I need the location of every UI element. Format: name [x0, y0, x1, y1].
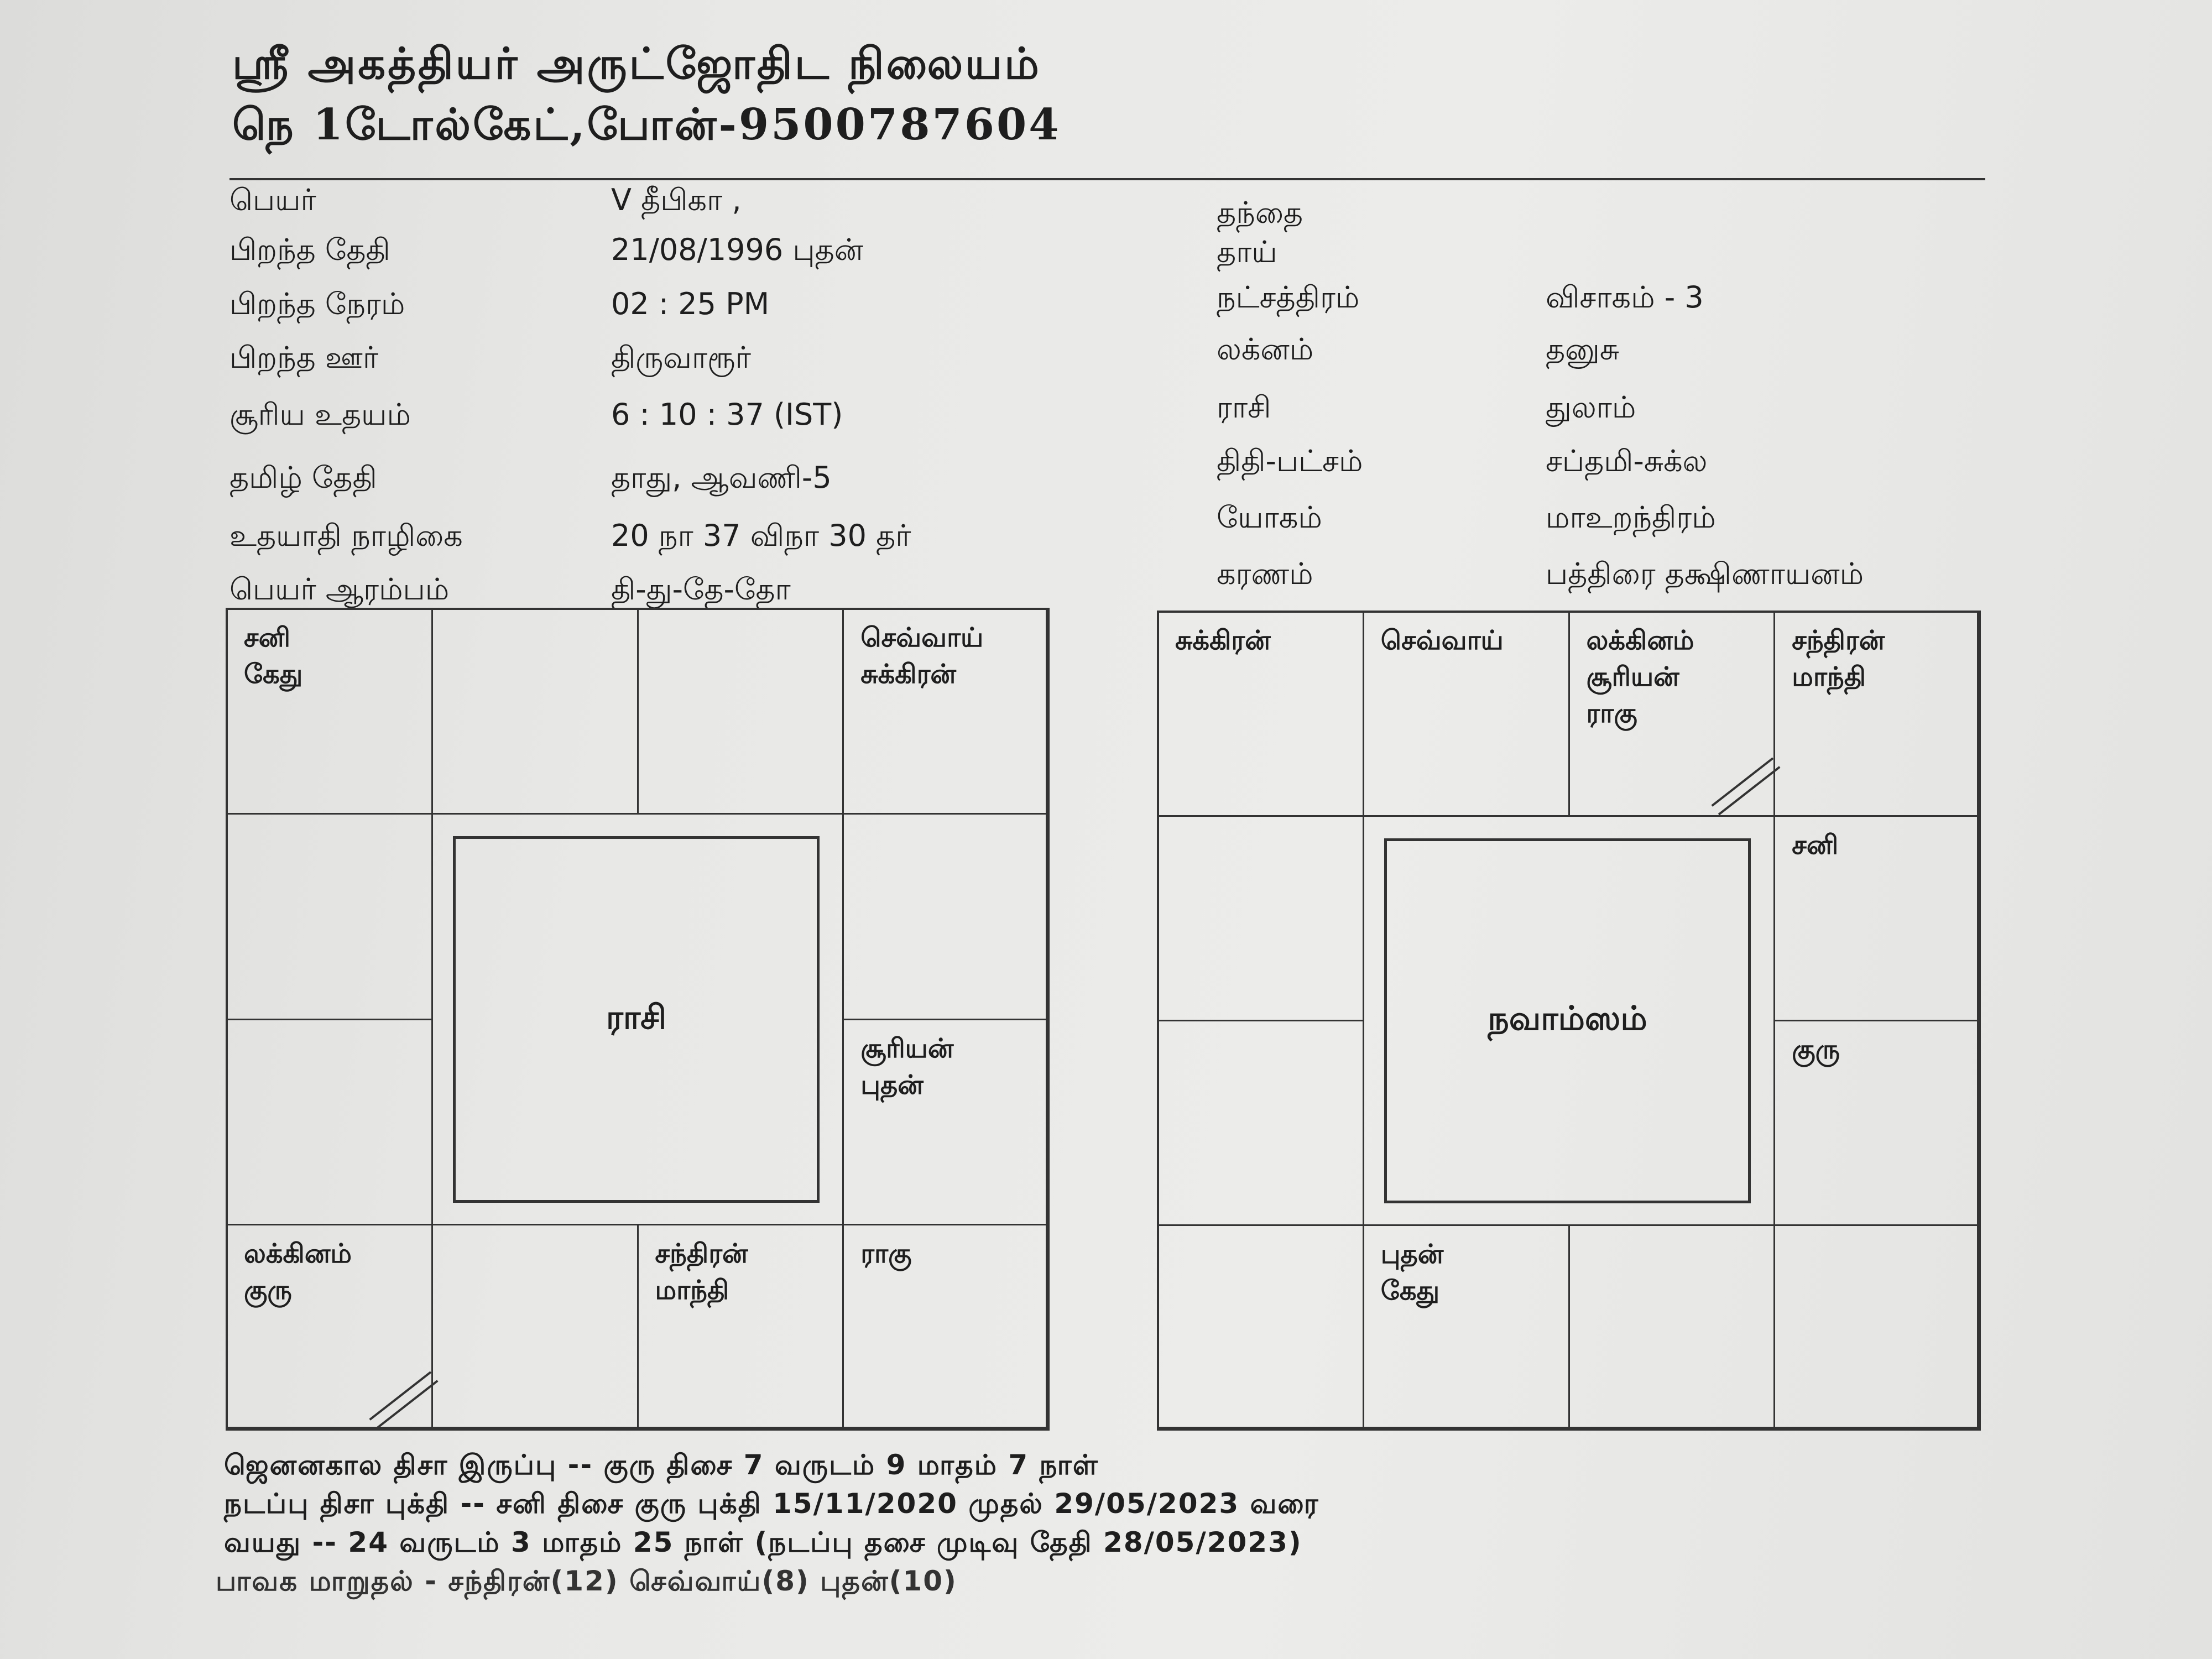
detail-value: தனுசு [1546, 332, 1620, 367]
detail-value: 6 : 10 : 37 (IST) [611, 397, 843, 432]
planet-label: ராகு [1586, 698, 1637, 729]
planet-label: செவ்வாய் [860, 622, 984, 653]
planet-label: லக்கினம் [1586, 625, 1694, 656]
footer-line-bhava: பாவக மாறுதல் - சந்திரன்(12) செவ்வாய்(8) … [216, 1565, 957, 1597]
detail-label: லக்னம் [1217, 332, 1314, 367]
detail-value: பத்திரை தக்ஷிணாயனம் [1546, 556, 1864, 591]
chart-house: லக்கினம் சூரியன் ராகு [1568, 611, 1781, 817]
detail-label: பிறந்த ஊர் [229, 340, 379, 375]
detail-label: பெயர் ஆரம்பம் [229, 572, 450, 607]
chart-house [1157, 1224, 1364, 1431]
navamsa-chart: சுக்கிரன் செவ்வாய் லக்கினம் சூரியன் ராகு சந்த… [1157, 611, 1981, 1431]
lagna-marker-icon [1711, 757, 1781, 816]
planet-label: மாந்தி [1792, 661, 1866, 692]
chart-house: சந்திரன் மாந்தி [1773, 611, 1981, 817]
chart-house [1773, 1224, 1981, 1431]
planet-label: லக்கினம் [244, 1238, 352, 1269]
detail-label: பெயர் [229, 182, 316, 217]
detail-label: சூரிய உதயம் [229, 397, 411, 432]
planet-label: கேது [244, 659, 303, 690]
chart-house: சனி கேது [226, 608, 433, 815]
chart-title: நவாம்ஸம் [1384, 838, 1751, 1203]
chart-house: லக்கினம் குரு [226, 1223, 439, 1431]
chart-house [1568, 1224, 1776, 1431]
detail-label: கரணம் [1217, 556, 1313, 591]
rasi-chart: சனி கேது செவ்வாய் சுக்கிரன் சூரியன் புதன் ராகு… [226, 608, 1050, 1431]
detail-label: உதயாதி நாழிகை [229, 518, 463, 553]
chart-house: சூரியன் புதன் [842, 1018, 1050, 1225]
chart-house [431, 1223, 639, 1431]
detail-label: பிறந்த தேதி [229, 232, 390, 267]
chart-house: சனி [1773, 815, 1981, 1021]
detail-value: சப்தமி-சுக்ல [1546, 444, 1708, 478]
chart-house: சந்திரன் மாந்தி [637, 1223, 844, 1431]
lagna-marker-icon [369, 1371, 439, 1430]
header-title: ஸ்ரீ அகத்தியர் அருட்ஜோதிட நிலையம் [232, 39, 1041, 89]
footer-line-age: வயது -- 24 வருடம் 3 மாதம் 25 நாள் (நடப்ப… [224, 1526, 1302, 1558]
detail-value: V தீபிகா , [611, 182, 742, 217]
detail-label: ராசி [1217, 390, 1271, 425]
planet-label: சனி [244, 622, 290, 653]
detail-value: 02 : 25 PM [611, 286, 770, 321]
chart-house: சுக்கிரன் [1157, 611, 1364, 817]
planet-label: சுக்கிரன் [860, 659, 956, 690]
detail-label: தாய் [1217, 234, 1277, 269]
planet-label: கேது [1380, 1275, 1440, 1306]
chart-house: செவ்வாய் [1362, 611, 1570, 817]
chart-house [226, 813, 433, 1020]
chart-house: செவ்வாய் சுக்கிரன் [842, 608, 1050, 815]
detail-label: தந்தை [1217, 195, 1303, 230]
chart-house: ராகு [842, 1223, 1050, 1431]
chart-house: புதன் கேது [1362, 1224, 1570, 1431]
detail-label: நட்சத்திரம் [1217, 280, 1360, 315]
detail-value: தி-து-தே-தோ [611, 572, 791, 607]
detail-label: யோகம் [1217, 500, 1322, 535]
planet-label: சந்திரன் [1792, 625, 1885, 656]
detail-value: 21/08/1996 புதன் [611, 232, 864, 267]
detail-value: துலாம் [1546, 390, 1636, 425]
chart-house: குரு [1773, 1020, 1981, 1226]
planet-label: புதன் [1380, 1239, 1444, 1270]
chart-title: ராசி [452, 836, 820, 1203]
planet-label: மாந்தி [655, 1274, 729, 1306]
planet-label: சனி [1792, 830, 1839, 860]
header-address-phone: நெ 1டோல்கேட்,போன்-9500787604 [232, 100, 1061, 150]
planet-label: ராகு [860, 1238, 912, 1269]
chart-house [431, 608, 639, 815]
detail-value: திருவாரூர் [611, 340, 752, 375]
chart-house [1157, 1020, 1364, 1226]
planet-label: குரு [1792, 1034, 1840, 1065]
header-divider [229, 178, 1985, 180]
planet-label: சந்திரன் [655, 1238, 748, 1269]
footer-line-dasa-balance: ஜெனனகால திசா இருப்பு -- குரு திசை 7 வருட… [224, 1449, 1099, 1481]
planet-label: குரு [244, 1274, 292, 1306]
detail-value: தாது, ஆவணி-5 [611, 460, 832, 495]
planet-label: சூரியன் [1586, 661, 1679, 692]
chart-house [842, 813, 1050, 1020]
detail-value: விசாகம் - 3 [1546, 280, 1704, 315]
planet-label: சூரியன் [860, 1032, 954, 1064]
chart-house [1157, 815, 1364, 1021]
detail-value: 20 நா 37 விநா 30 தர் [611, 518, 911, 553]
planet-label: புதன் [860, 1069, 924, 1100]
planet-label: சுக்கிரன் [1175, 625, 1271, 656]
footer-line-current-dasa: நடப்பு திசா புக்தி -- சனி திசை குரு புக்… [224, 1488, 1319, 1520]
detail-label: பிறந்த நேரம் [229, 286, 405, 321]
detail-value: மாஉறந்திரம் [1546, 500, 1716, 535]
planet-label: செவ்வாய் [1380, 625, 1504, 656]
chart-house [637, 608, 844, 815]
detail-label: திதி-பட்சம் [1217, 444, 1363, 478]
chart-house [226, 1018, 433, 1225]
detail-label: தமிழ் தேதி [229, 460, 377, 495]
